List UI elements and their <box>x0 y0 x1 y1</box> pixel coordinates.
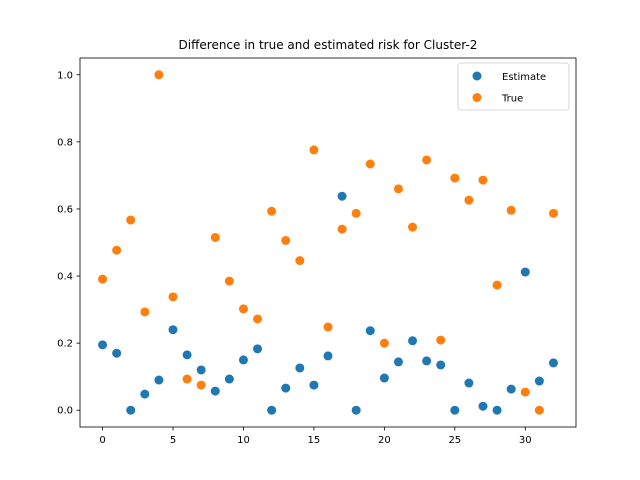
data-point-true <box>365 159 375 169</box>
y-tick-label: 0.8 <box>57 137 73 148</box>
data-point-estimate <box>98 340 108 350</box>
data-point-estimate <box>295 363 305 373</box>
x-axis: 0 5 10 15 20 25 30 <box>99 427 532 446</box>
data-point-true <box>506 205 516 215</box>
x-tick-label: 0 <box>99 435 105 446</box>
data-point-true <box>196 380 206 390</box>
data-point-estimate <box>464 378 474 388</box>
data-point-true <box>281 235 291 245</box>
data-point-true <box>520 387 530 397</box>
data-point-estimate <box>365 326 375 336</box>
data-point-true <box>323 322 333 332</box>
data-point-estimate <box>379 373 389 383</box>
data-point-true <box>295 256 305 266</box>
data-point-true <box>436 335 446 345</box>
data-point-true <box>168 292 178 302</box>
data-point-true <box>393 184 403 194</box>
data-point-estimate <box>323 351 333 361</box>
data-point-true <box>450 173 460 183</box>
data-point-estimate <box>450 405 460 415</box>
data-point-estimate <box>126 405 136 415</box>
data-point-true <box>408 222 418 232</box>
data-point-estimate <box>281 383 291 393</box>
data-point-estimate <box>492 405 502 415</box>
legend-marker <box>472 71 482 81</box>
series-estimate <box>98 191 558 415</box>
data-point-true <box>238 304 248 314</box>
series-true <box>98 70 558 415</box>
data-point-estimate <box>506 384 516 394</box>
data-point-estimate <box>267 405 277 415</box>
data-point-estimate <box>224 374 234 384</box>
legend-label: Estimate <box>502 72 546 83</box>
data-point-true <box>478 175 488 185</box>
data-point-true <box>267 206 277 216</box>
legend-box <box>457 62 570 111</box>
data-point-true <box>253 314 263 324</box>
x-tick-label: 25 <box>448 435 461 446</box>
chart-title: Difference in true and estimated risk fo… <box>179 38 478 52</box>
data-point-true <box>112 245 122 255</box>
plot-frame <box>79 57 577 428</box>
data-point-true <box>351 208 361 218</box>
data-point-true <box>210 232 220 242</box>
data-point-true <box>309 145 319 155</box>
x-tick-label: 15 <box>308 435 321 446</box>
data-point-estimate <box>351 405 361 415</box>
data-point-true <box>492 280 502 290</box>
x-tick-label: 10 <box>237 435 250 446</box>
data-point-true <box>98 274 108 284</box>
legend: Estimate True <box>457 62 570 111</box>
y-tick-label: 0.0 <box>57 406 73 417</box>
data-point-estimate <box>253 344 263 354</box>
data-point-true <box>337 224 347 234</box>
data-point-true <box>140 307 150 317</box>
y-axis: 0.0 0.2 0.4 0.6 0.8 1.0 <box>57 70 80 417</box>
data-point-estimate <box>210 386 220 396</box>
legend-label: True <box>501 94 523 105</box>
data-point-estimate <box>422 356 432 366</box>
data-point-estimate <box>478 401 488 411</box>
y-tick-label: 1.0 <box>57 70 73 81</box>
plot-area <box>98 70 558 415</box>
y-tick-label: 0.2 <box>57 339 73 350</box>
data-point-true <box>182 374 192 384</box>
x-tick-label: 30 <box>519 435 532 446</box>
data-point-estimate <box>140 389 150 399</box>
data-point-estimate <box>408 336 418 346</box>
data-point-estimate <box>238 355 248 365</box>
data-point-estimate <box>520 267 530 277</box>
legend-marker <box>472 93 482 102</box>
data-point-estimate <box>534 376 544 386</box>
y-tick-label: 0.4 <box>57 272 73 283</box>
data-point-estimate <box>548 358 558 368</box>
data-point-estimate <box>154 375 164 385</box>
data-point-estimate <box>393 357 403 367</box>
data-point-true <box>464 195 474 205</box>
data-point-estimate <box>182 350 192 360</box>
data-point-true <box>534 405 544 415</box>
data-point-true <box>126 215 136 225</box>
data-point-true <box>422 155 432 165</box>
data-point-true <box>154 70 164 80</box>
data-point-true <box>548 208 558 218</box>
x-tick-label: 5 <box>170 435 176 446</box>
data-point-true <box>379 338 389 348</box>
data-point-estimate <box>168 325 178 335</box>
data-point-estimate <box>337 191 347 201</box>
data-point-estimate <box>196 365 206 375</box>
data-point-true <box>224 276 234 286</box>
data-point-estimate <box>436 360 446 370</box>
x-tick-label: 20 <box>378 435 391 446</box>
data-point-estimate <box>309 380 319 390</box>
data-point-estimate <box>112 348 122 358</box>
y-tick-label: 0.6 <box>57 204 73 215</box>
